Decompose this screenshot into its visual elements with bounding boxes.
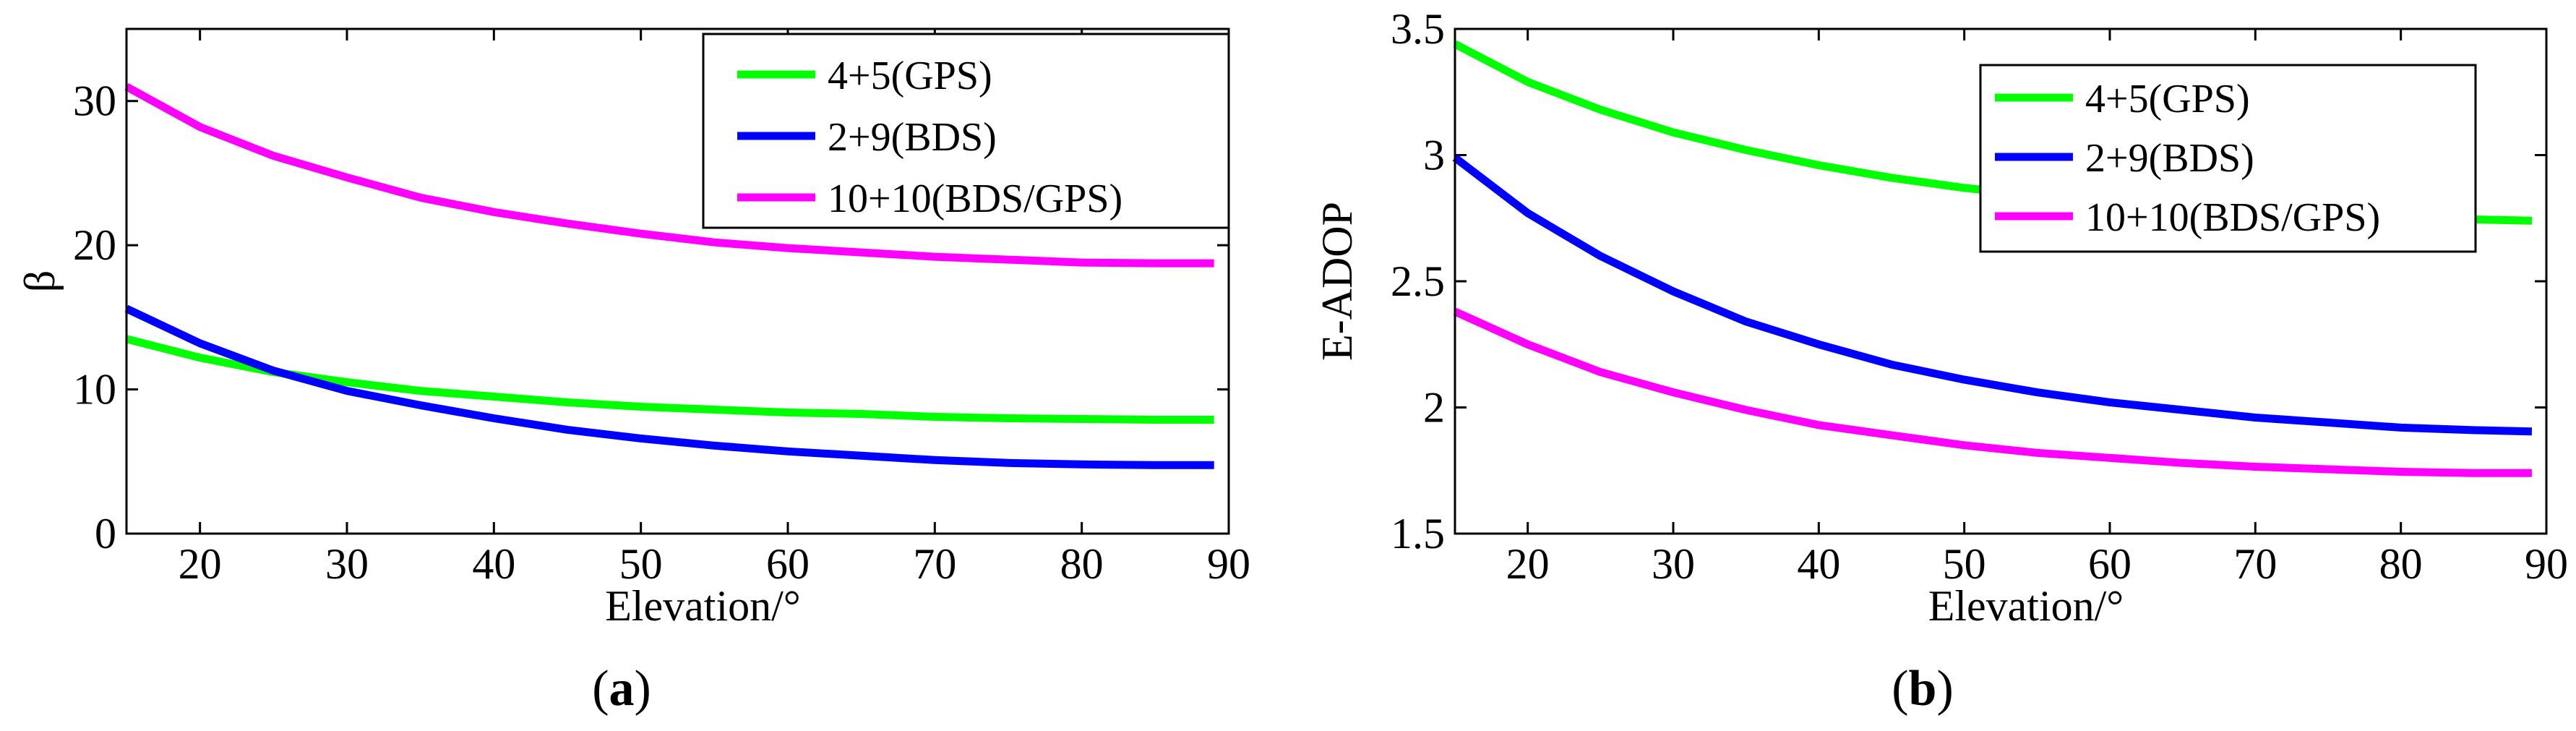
x-tick-label: 30: [325, 540, 369, 588]
x-tick-label: 40: [472, 540, 515, 588]
y-tick-label: 10: [73, 366, 116, 414]
x-tick-label: 60: [766, 540, 810, 588]
x-tick-label: 50: [1943, 540, 1986, 588]
panel-a-chart: 20 30 40 50 60 70 80 90 0 10 20 30 4+5(GPS) 2+9(BDS) 1…: [16, 27, 1250, 717]
panel-label-close: ): [1936, 661, 1953, 717]
series-line-2-9-bds-: [124, 304, 1214, 469]
y-tick-label: 2.5: [1391, 257, 1445, 305]
x-tick-label: 20: [179, 540, 222, 588]
y-axis-title: β: [16, 270, 64, 293]
series-line-2-9-bds-: [1452, 154, 2533, 436]
y-tick-label: 0: [95, 510, 116, 557]
y-tick-label: 3.5: [1391, 5, 1445, 53]
x-axis-title: Elevation/°: [1928, 582, 2124, 630]
legend-label: 10+10(BDS/GPS): [2085, 195, 2380, 240]
panel-label-letter: a: [609, 661, 635, 717]
y-tick-label: 30: [73, 77, 116, 125]
plot-frame-outline-b: [1454, 27, 2548, 535]
legend-label: 2+9(BDS): [828, 115, 997, 160]
x-tick-label: 90: [1207, 540, 1250, 588]
x-tick-label: 70: [2233, 540, 2277, 588]
x-tick-label: 40: [1797, 540, 1840, 588]
panel-b-chart: 20 30 40 50 60 70 80 90 1.5 2 2.5 3 3.5 4+5(GPS) 2+9(B…: [1313, 5, 2568, 717]
x-tick-label: 70: [913, 540, 956, 588]
y-tick-label: 2: [1423, 384, 1445, 432]
y-tick-label: 1.5: [1391, 510, 1445, 557]
panel-label-letter: b: [1909, 661, 1937, 717]
x-tick-label: 80: [2379, 540, 2423, 588]
y-tick-label: 20: [73, 221, 116, 269]
panel-label: (a): [592, 661, 651, 717]
plot-frame-outline-a: [125, 27, 1230, 535]
panel-label: (b): [1892, 661, 1954, 717]
x-tick-label: 30: [1652, 540, 1695, 588]
panel-label-open: (: [592, 661, 609, 717]
y-axis-title: E-ADOP: [1313, 202, 1361, 361]
x-tick-label: 90: [2525, 540, 2568, 588]
legend-label: 4+5(GPS): [828, 54, 992, 98]
legend-label: 4+5(GPS): [2085, 77, 2250, 121]
series-line-10-10-bds-gps-: [1453, 307, 2532, 477]
y-tick-label: 3: [1423, 132, 1445, 179]
legend-label: 10+10(BDS/GPS): [828, 176, 1122, 221]
x-tick-label: 50: [619, 540, 663, 588]
x-axis-title: Elevation/°: [605, 582, 801, 630]
x-tick-label: 80: [1060, 540, 1104, 588]
series-line-10-10-bds-gps-: [124, 82, 1214, 268]
panel-label-close: ): [635, 661, 651, 717]
panel-label-open: (: [1892, 661, 1908, 717]
legend-label: 2+9(BDS): [2085, 136, 2254, 181]
x-tick-label: 60: [2088, 540, 2131, 588]
x-tick-label: 20: [1506, 540, 1550, 588]
